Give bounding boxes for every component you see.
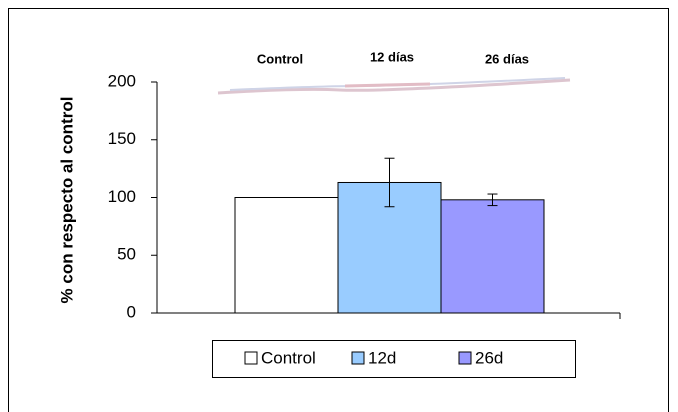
legend-swatch — [245, 352, 257, 364]
y-tick-label: 50 — [117, 245, 136, 264]
y-tick-label: 0 — [127, 302, 136, 321]
legend-swatch — [459, 352, 471, 364]
legend-label: 26d — [475, 348, 503, 367]
y-tick-label: 200 — [108, 71, 136, 90]
y-tick-label: 100 — [108, 187, 136, 206]
blot-image — [218, 78, 570, 93]
bar — [441, 200, 544, 313]
chart: Control 12 días 26 días % con respecto a… — [0, 0, 678, 412]
bar — [235, 198, 338, 314]
legend-swatch — [352, 352, 364, 364]
legend-label: 12d — [368, 348, 396, 367]
blot-label: 26 días — [485, 51, 529, 66]
blot-label: 12 días — [370, 49, 414, 64]
legend-label: Control — [261, 348, 316, 367]
y-axis-label: % con respecto al control — [57, 97, 76, 304]
y-tick-label: 150 — [108, 129, 136, 148]
blot-label: Control — [257, 51, 303, 66]
